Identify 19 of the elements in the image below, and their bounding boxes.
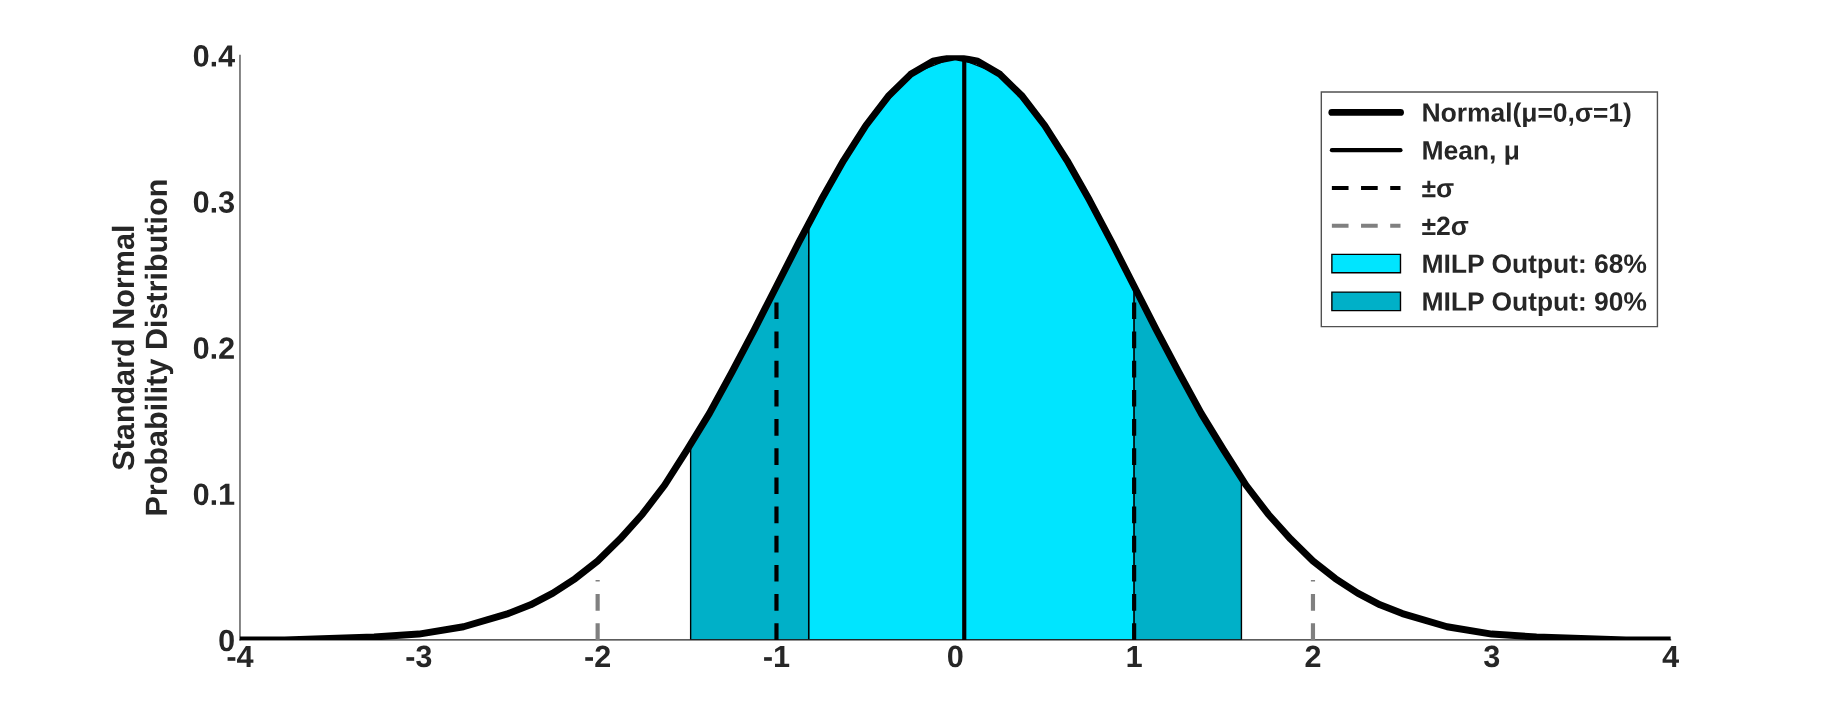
legend-label: Mean, μ bbox=[1423, 141, 1519, 165]
y-tick-label: 0.3 bbox=[193, 191, 235, 213]
x-tick-label: 1 bbox=[1127, 645, 1142, 667]
x-tick-label: -3 bbox=[406, 645, 432, 668]
legend-label: MILP Output: 68% bbox=[1423, 254, 1647, 279]
x-tick-label: -2 bbox=[585, 645, 610, 667]
y-tick-label: 0.4 bbox=[193, 45, 235, 67]
legend-label: ±σ bbox=[1422, 180, 1454, 198]
y-tick-label: 0.2 bbox=[193, 337, 234, 360]
x-tick-label: 2 bbox=[1305, 645, 1321, 667]
legend-label: MILP Output: 90% bbox=[1423, 292, 1647, 317]
legend-label: Normal(μ=0,σ=1) bbox=[1423, 102, 1631, 128]
y-axis-title: Standard Normal Probability Distribution bbox=[111, 180, 174, 515]
y-tick-label: 0.1 bbox=[193, 483, 235, 506]
x-tick-label: 3 bbox=[1484, 645, 1500, 668]
x-tick-label: -1 bbox=[764, 645, 790, 667]
x-tick-label: 4 bbox=[1662, 645, 1679, 667]
x-tick-label: 0 bbox=[948, 645, 963, 668]
legend-label: ±2σ bbox=[1422, 216, 1469, 236]
